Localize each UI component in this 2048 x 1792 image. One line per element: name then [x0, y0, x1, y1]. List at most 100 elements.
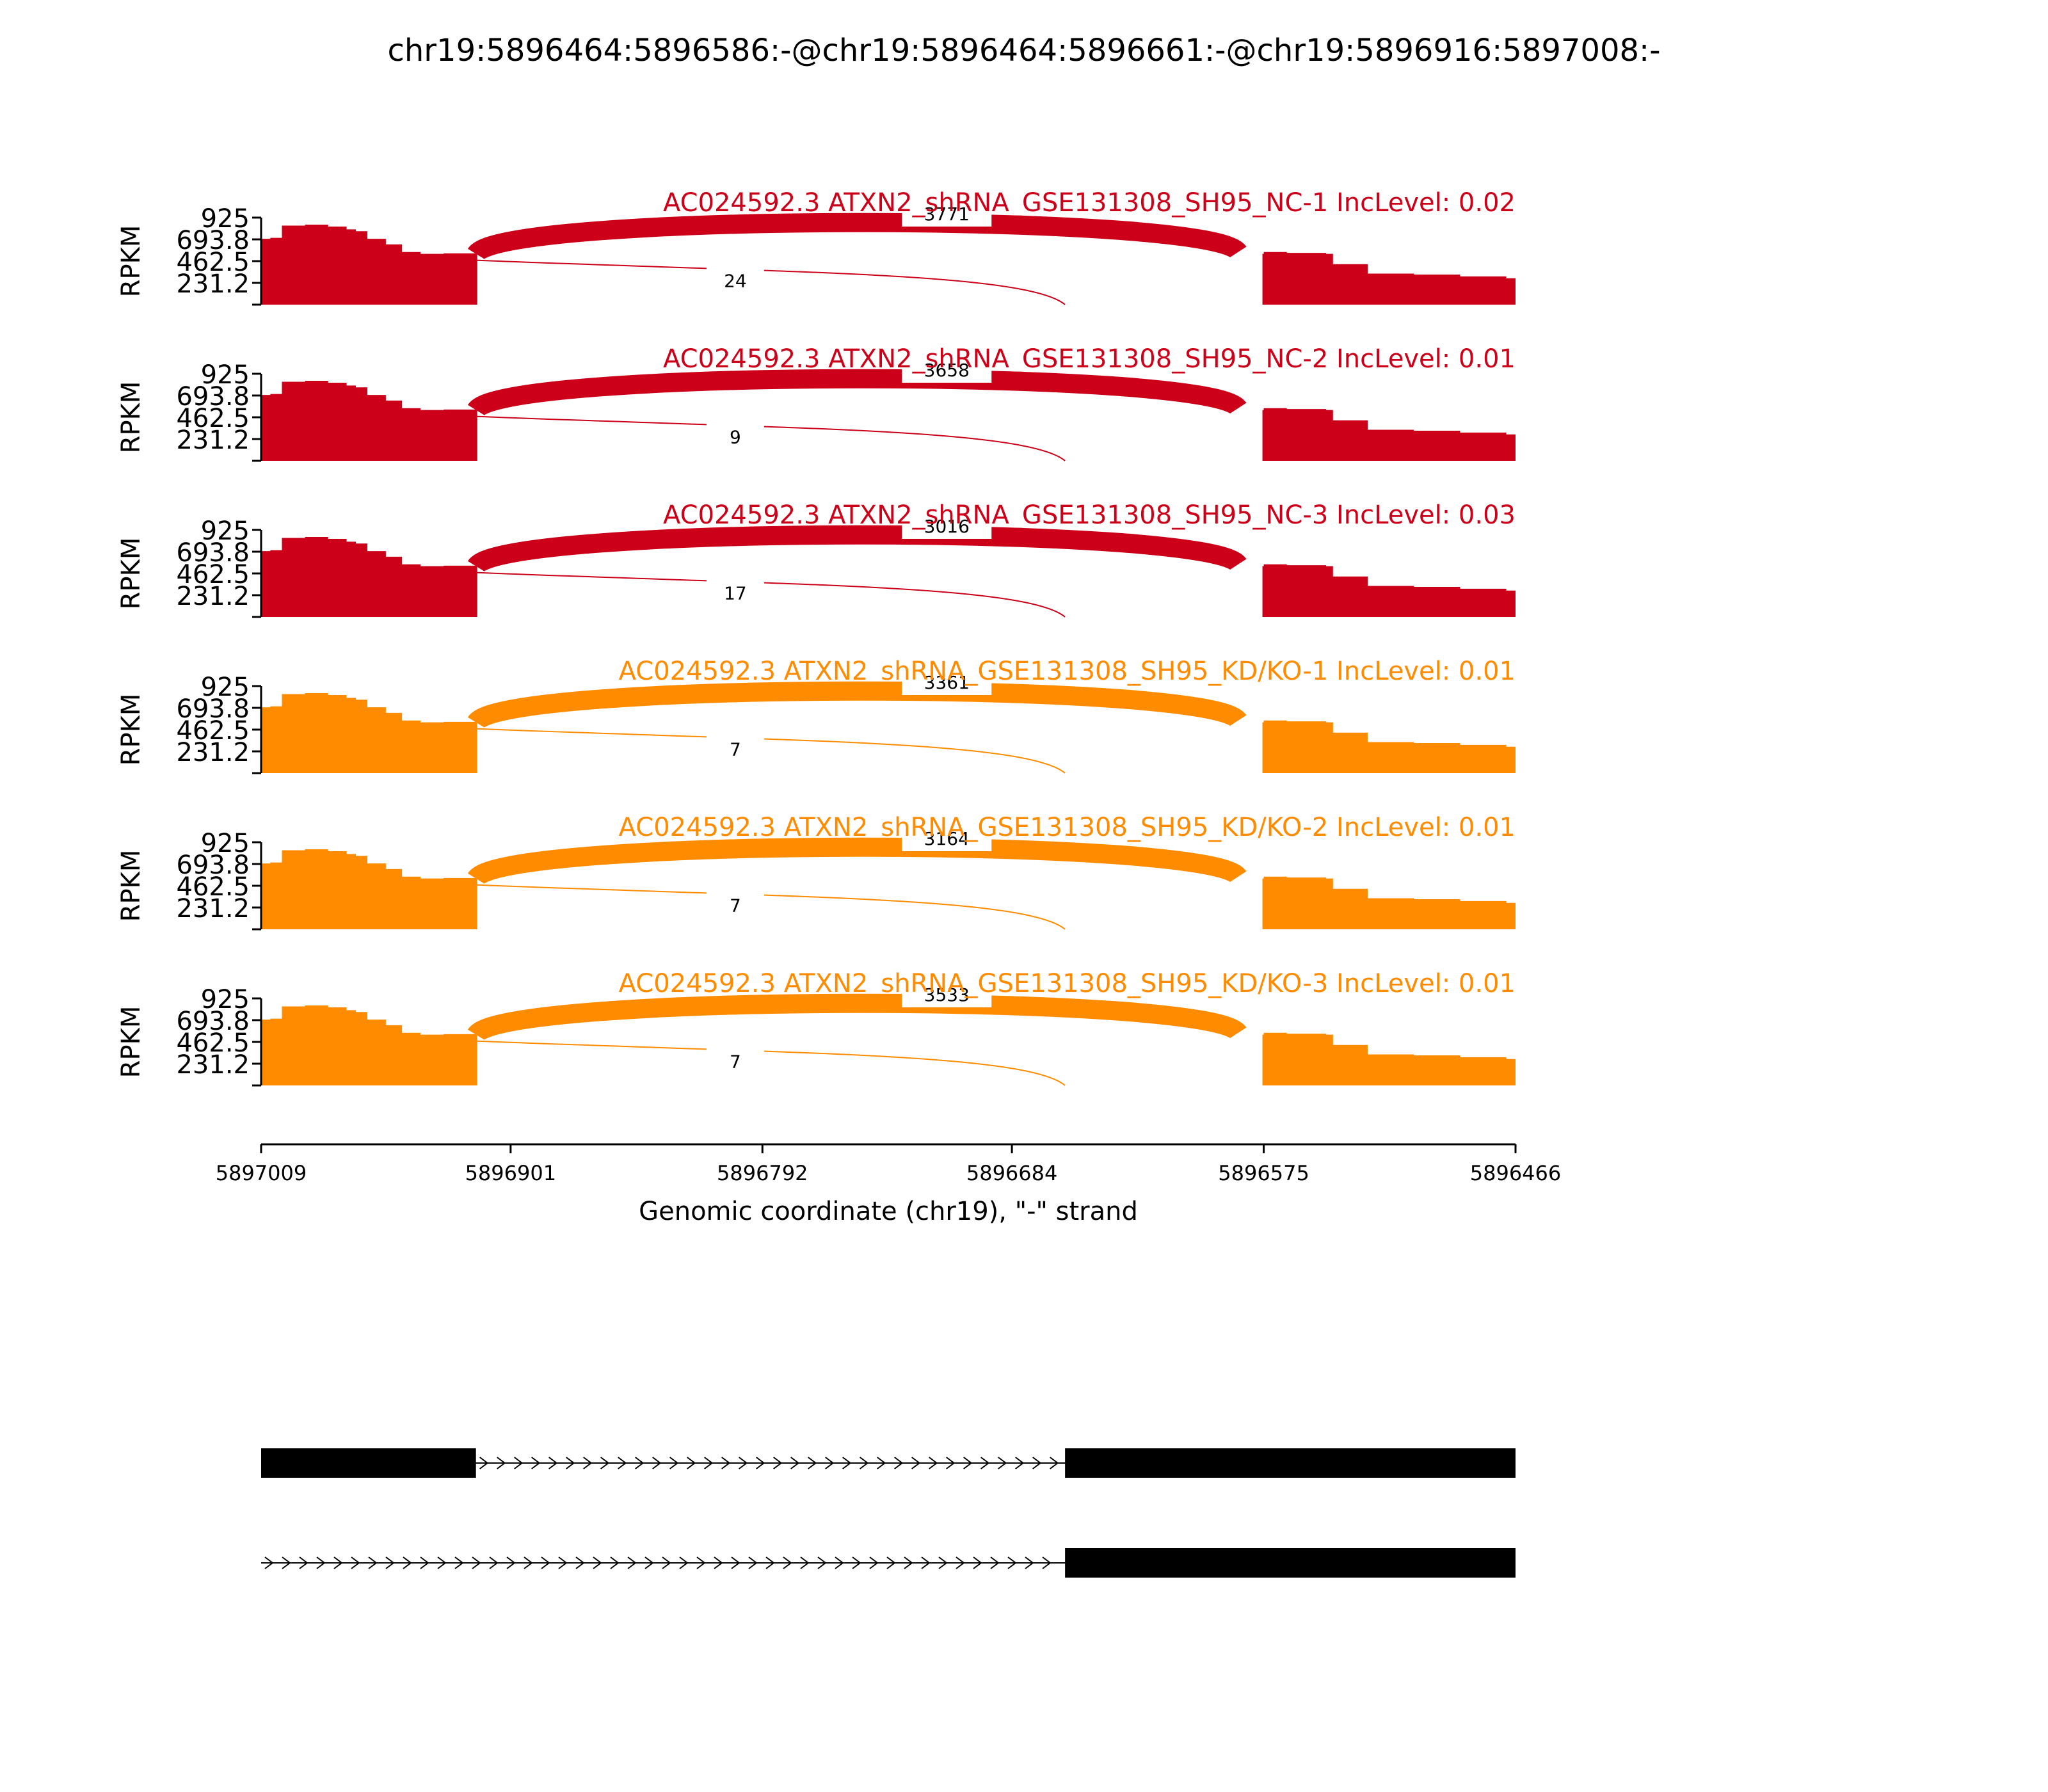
- exon-block: [261, 1448, 476, 1478]
- strand-arrow: [593, 1556, 602, 1569]
- x-axis: 5897009 5896901 5896792 5896684 5896575 58964…: [216, 1143, 1562, 1226]
- y-tick-label: 925: [201, 985, 250, 1014]
- strand-arrow: [886, 1556, 896, 1569]
- y-tick-label: 693.8: [176, 226, 250, 255]
- strand-arrow: [860, 1457, 869, 1469]
- strand-arrow: [644, 1556, 654, 1569]
- strand-arrow: [963, 1457, 973, 1469]
- y-tick-label: 925: [201, 673, 250, 702]
- y-axis-label: RPKM: [116, 850, 146, 922]
- junction-arc: [476, 415, 1066, 461]
- junction-label-box: [706, 266, 764, 292]
- strand-arrow: [739, 1457, 748, 1469]
- junction-label-box: [706, 735, 764, 761]
- y-tick-label: 462.5: [176, 716, 250, 746]
- strand-arrow: [790, 1457, 800, 1469]
- exon-block: [1065, 1548, 1516, 1578]
- strand-arrow: [869, 1556, 879, 1569]
- junction-arc: [476, 572, 1066, 618]
- junction-label: 3361: [924, 672, 970, 693]
- strand-arrow: [1032, 1457, 1042, 1469]
- strand-arrow: [662, 1556, 671, 1569]
- strand-arrow: [437, 1556, 447, 1569]
- strand-arrow: [351, 1556, 360, 1569]
- y-tick-label: 462.5: [176, 560, 250, 589]
- strand-arrow: [990, 1556, 1000, 1569]
- strand-arrow: [652, 1457, 662, 1469]
- junction-label: 3771: [924, 204, 970, 225]
- panel-title: AC024592.3 ATXN2_shRNA_GSE131308_SH95_KD…: [619, 657, 1516, 686]
- y-tick-label: 231.2: [176, 738, 250, 767]
- y-axis-label: RPKM: [116, 1006, 146, 1078]
- junction-label: 17: [724, 583, 747, 604]
- strand-arrow: [894, 1457, 904, 1469]
- junction-arc: [468, 681, 1247, 730]
- strand-arrow: [479, 1457, 489, 1469]
- strand-arrow: [973, 1556, 982, 1569]
- strand-arrow: [800, 1556, 810, 1569]
- junction-label-box: [706, 422, 764, 449]
- strand-arrow: [842, 1457, 852, 1469]
- strand-arrow: [548, 1457, 558, 1469]
- junction-label: 9: [730, 427, 741, 448]
- strand-arrow: [316, 1556, 326, 1569]
- junction-label: 3164: [924, 828, 970, 849]
- panel-title: AC024592.3 ATXN2_shRNA_GSE131308_SH95_NC…: [663, 188, 1516, 218]
- x-tick-label: 5896575: [1218, 1161, 1309, 1185]
- strand-arrow: [1042, 1556, 1052, 1569]
- x-tick-label: 5897009: [216, 1161, 307, 1185]
- x-tick-label: 5896901: [465, 1161, 557, 1185]
- strand-arrow: [696, 1556, 706, 1569]
- junction-arc: [468, 837, 1247, 886]
- strand-arrow: [264, 1556, 274, 1569]
- y-axis-label: RPKM: [116, 225, 146, 298]
- strand-arrow: [679, 1556, 689, 1569]
- strand-arrow: [817, 1556, 827, 1569]
- strand-arrow: [929, 1457, 938, 1469]
- strand-arrow: [852, 1556, 861, 1569]
- y-tick-label: 925: [201, 360, 250, 390]
- strand-arrow: [783, 1556, 792, 1569]
- strand-arrow: [938, 1556, 948, 1569]
- strand-arrow: [669, 1457, 679, 1469]
- y-tick-label: 693.8: [176, 538, 250, 568]
- gene-model: [261, 1448, 1516, 1478]
- strand-arrow: [911, 1457, 921, 1469]
- junction-label: 7: [730, 1052, 741, 1073]
- y-tick-label: 231.2: [176, 582, 250, 611]
- strand-arrow: [1050, 1457, 1059, 1469]
- junction-arc: [468, 369, 1247, 417]
- y-tick-label: 925: [201, 829, 250, 858]
- junction-label: 3533: [924, 984, 970, 1005]
- y-axis-label: RPKM: [116, 381, 146, 454]
- gene-models: [261, 1448, 1516, 1578]
- strand-arrow: [566, 1457, 575, 1469]
- strand-arrow: [704, 1457, 714, 1469]
- strand-arrow: [835, 1556, 844, 1569]
- y-tick-label: 231.2: [176, 1050, 250, 1080]
- strand-arrow: [714, 1556, 723, 1569]
- junction-arc: [476, 259, 1066, 305]
- y-tick-label: 462.5: [176, 872, 250, 902]
- x-tick-label: 5896466: [1470, 1161, 1562, 1185]
- panel-title: AC024592.3 ATXN2_shRNA_GSE131308_SH95_NC…: [663, 344, 1516, 374]
- y-tick-label: 462.5: [176, 248, 250, 277]
- strand-arrow: [524, 1556, 533, 1569]
- strand-arrow: [627, 1556, 637, 1569]
- y-tick-label: 462.5: [176, 404, 250, 433]
- strand-arrow: [497, 1457, 506, 1469]
- strand-arrow: [368, 1556, 378, 1569]
- junction-arc: [476, 884, 1066, 930]
- panel-title: AC024592.3 ATXN2_shRNA_GSE131308_SH95_KD…: [619, 813, 1516, 842]
- junction-label-box: [706, 1047, 764, 1073]
- junction-arc: [476, 728, 1066, 774]
- x-axis-label: Genomic coordinate (chr19), "-" strand: [639, 1197, 1138, 1226]
- junction-label-box: [706, 891, 764, 917]
- exon-block: [1065, 1448, 1516, 1478]
- junction-label: 3658: [924, 360, 970, 381]
- strand-arrow: [773, 1457, 783, 1469]
